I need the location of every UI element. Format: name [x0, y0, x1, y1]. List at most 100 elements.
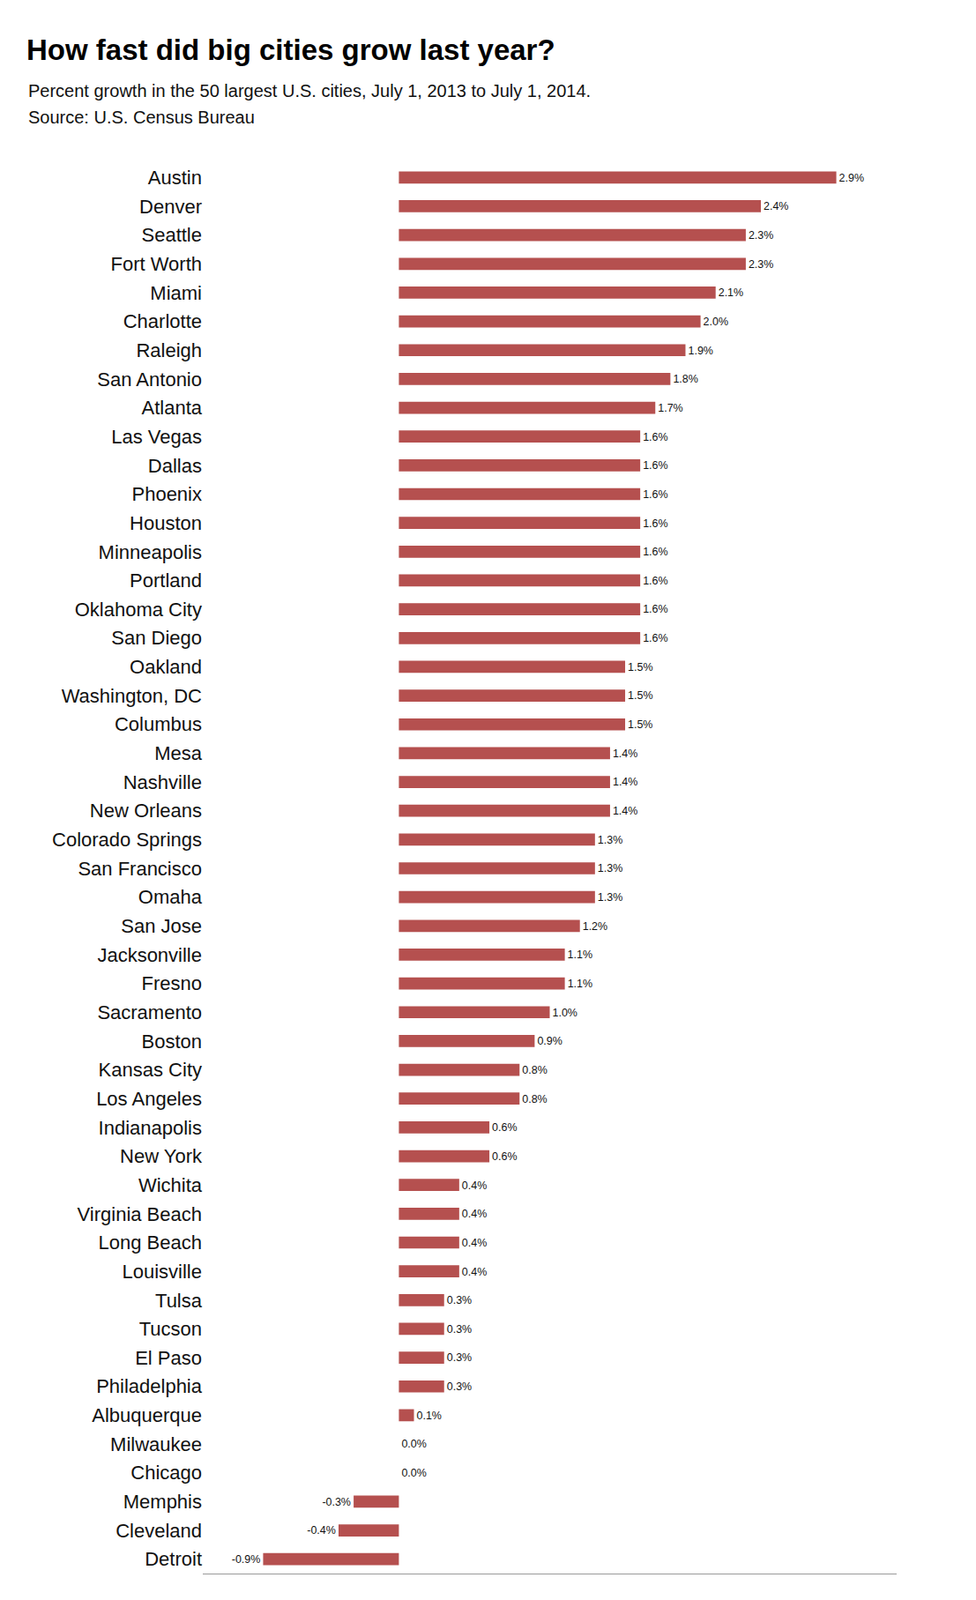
svg-text:0.6%: 0.6%	[491, 1150, 517, 1163]
svg-text:1.5%: 1.5%	[627, 661, 653, 674]
svg-text:Boston: Boston	[141, 1030, 203, 1053]
svg-text:Louisville: Louisville	[122, 1260, 203, 1283]
svg-text:Columbus: Columbus	[114, 713, 202, 736]
svg-text:Detroit: Detroit	[144, 1548, 202, 1571]
svg-text:Kansas City: Kansas City	[98, 1058, 202, 1081]
svg-text:0.0%: 0.0%	[401, 1437, 426, 1451]
svg-text:2.0%: 2.0%	[703, 315, 729, 328]
svg-text:Philadelphia: Philadelphia	[96, 1375, 203, 1398]
svg-text:Minneapolis: Minneapolis	[98, 541, 202, 564]
svg-text:Wichita: Wichita	[138, 1174, 203, 1197]
svg-text:Long Beach: Long Beach	[98, 1231, 202, 1254]
svg-text:San Jose: San Jose	[120, 915, 202, 938]
svg-text:0.4%: 0.4%	[461, 1179, 487, 1193]
svg-text:Oakland: Oakland	[129, 655, 202, 678]
svg-text:Sacramento: Sacramento	[96, 1001, 202, 1024]
svg-text:1.4%: 1.4%	[612, 775, 638, 789]
svg-text:New Orleans: New Orleans	[89, 799, 202, 822]
svg-text:1.6%: 1.6%	[642, 545, 668, 559]
svg-text:Virginia Beach: Virginia Beach	[77, 1203, 202, 1226]
svg-text:0.9%: 0.9%	[536, 1035, 562, 1048]
svg-text:2.4%: 2.4%	[763, 200, 789, 213]
svg-text:0.3%: 0.3%	[447, 1380, 472, 1394]
svg-text:1.7%: 1.7%	[657, 402, 683, 415]
svg-text:Washington, DC: Washington, DC	[61, 685, 202, 708]
svg-text:Phoenix: Phoenix	[131, 483, 202, 506]
svg-text:El Paso: El Paso	[134, 1347, 202, 1370]
svg-text:0.1%: 0.1%	[417, 1409, 442, 1423]
svg-text:Las Vegas: Las Vegas	[111, 425, 202, 448]
svg-text:1.6%: 1.6%	[642, 632, 668, 645]
svg-text:Mesa: Mesa	[154, 742, 203, 765]
svg-text:0.4%: 0.4%	[461, 1207, 487, 1221]
svg-text:New York: New York	[119, 1145, 203, 1168]
svg-text:1.1%: 1.1%	[567, 948, 593, 962]
svg-text:Milwaukee: Milwaukee	[110, 1433, 202, 1456]
svg-text:1.4%: 1.4%	[612, 747, 638, 760]
svg-text:1.6%: 1.6%	[642, 431, 668, 444]
svg-text:Jacksonville: Jacksonville	[96, 944, 202, 967]
svg-text:Cleveland: Cleveland	[115, 1519, 202, 1543]
svg-text:1.6%: 1.6%	[642, 574, 668, 588]
svg-text:1.5%: 1.5%	[627, 689, 653, 702]
svg-text:1.6%: 1.6%	[642, 517, 668, 530]
svg-text:Tulsa: Tulsa	[155, 1289, 203, 1312]
svg-text:Atlanta: Atlanta	[141, 396, 203, 419]
svg-text:0.4%: 0.4%	[461, 1266, 487, 1279]
svg-text:Source: U.S. Census Bureau: Source: U.S. Census Bureau	[28, 107, 255, 127]
svg-text:Charlotte: Charlotte	[123, 310, 202, 333]
svg-text:1.6%: 1.6%	[642, 488, 668, 501]
svg-text:1.1%: 1.1%	[567, 977, 593, 991]
svg-text:1.6%: 1.6%	[642, 459, 668, 472]
svg-text:San Antonio: San Antonio	[96, 368, 202, 391]
svg-text:San Francisco: San Francisco	[77, 857, 202, 880]
svg-text:-0.9%: -0.9%	[231, 1553, 261, 1566]
svg-text:Colorado Springs: Colorado Springs	[52, 828, 202, 851]
svg-text:Dallas: Dallas	[148, 454, 202, 477]
svg-text:2.9%: 2.9%	[839, 171, 865, 185]
svg-text:0.4%: 0.4%	[461, 1236, 487, 1250]
svg-text:Miami: Miami	[149, 282, 202, 305]
svg-text:1.4%: 1.4%	[612, 804, 638, 818]
svg-text:Omaha: Omaha	[138, 886, 203, 909]
svg-text:Fort Worth: Fort Worth	[110, 253, 202, 276]
svg-text:Houston: Houston	[129, 512, 202, 535]
svg-text:1.3%: 1.3%	[597, 834, 623, 847]
svg-text:1.9%: 1.9%	[687, 344, 713, 358]
svg-text:Oklahoma City: Oklahoma City	[74, 598, 202, 621]
svg-text:Percent growth in the 50 large: Percent growth in the 50 largest U.S. ci…	[28, 81, 591, 101]
svg-text:1.6%: 1.6%	[642, 603, 668, 616]
svg-text:How fast did big cities grow l: How fast did big cities grow last year?	[26, 33, 556, 67]
svg-text:1.2%: 1.2%	[582, 920, 608, 933]
svg-text:Raleigh: Raleigh	[135, 339, 202, 362]
svg-text:Nashville: Nashville	[123, 771, 202, 794]
svg-text:1.0%: 1.0%	[552, 1006, 578, 1020]
svg-text:2.3%: 2.3%	[748, 229, 774, 242]
svg-text:San Diego: San Diego	[111, 626, 202, 649]
svg-text:0.3%: 0.3%	[447, 1351, 472, 1364]
svg-text:0.6%: 0.6%	[491, 1121, 517, 1134]
svg-text:-0.3%: -0.3%	[321, 1496, 351, 1509]
svg-text:-0.4%: -0.4%	[306, 1524, 336, 1537]
svg-text:1.3%: 1.3%	[597, 862, 623, 875]
svg-text:Tucson: Tucson	[139, 1318, 202, 1341]
svg-text:Indianapolis: Indianapolis	[98, 1117, 202, 1140]
svg-text:2.1%: 2.1%	[718, 286, 744, 299]
svg-text:Fresno: Fresno	[141, 972, 202, 995]
svg-text:0.3%: 0.3%	[447, 1294, 472, 1307]
svg-text:0.8%: 0.8%	[521, 1093, 547, 1106]
svg-text:1.8%: 1.8%	[672, 372, 698, 386]
svg-text:Denver: Denver	[139, 195, 202, 218]
svg-text:0.3%: 0.3%	[447, 1323, 472, 1336]
svg-text:0.8%: 0.8%	[521, 1064, 547, 1077]
svg-text:Los Angeles: Los Angeles	[96, 1087, 202, 1111]
svg-text:2.3%: 2.3%	[748, 258, 774, 271]
svg-text:1.3%: 1.3%	[597, 891, 623, 904]
svg-text:Portland: Portland	[129, 569, 202, 592]
svg-text:Memphis: Memphis	[123, 1490, 202, 1513]
svg-text:Chicago: Chicago	[130, 1461, 202, 1484]
svg-text:Austin: Austin	[148, 166, 202, 189]
svg-text:Albuquerque: Albuquerque	[91, 1404, 202, 1427]
svg-text:Seattle: Seattle	[141, 223, 203, 246]
svg-text:1.5%: 1.5%	[627, 718, 653, 731]
